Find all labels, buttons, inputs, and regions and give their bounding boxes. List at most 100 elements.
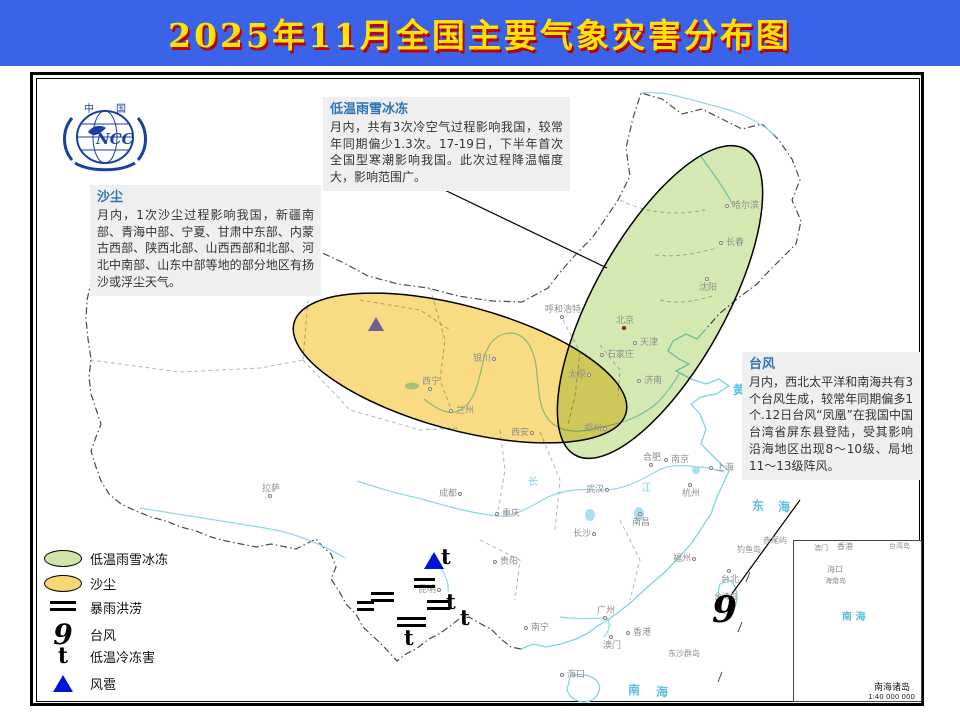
island-marks — [717, 571, 751, 683]
ellipse-yellow-icon — [44, 575, 82, 592]
info-box-cold-snow-title: 低温雨雪冰冻 — [330, 102, 409, 117]
rain-flood-bar — [357, 601, 374, 604]
sea-label-海: 海 — [656, 685, 669, 699]
map-frame-outer — [30, 72, 924, 706]
city-dot — [609, 635, 613, 639]
legend-item-台风: 9 台风 — [42, 620, 117, 648]
island-label-东沙群岛: 东沙群岛 — [668, 649, 700, 658]
legend-label: 风雹 — [90, 678, 117, 693]
leader-line-cold — [429, 182, 608, 269]
city-dot — [493, 560, 497, 564]
typhoon-symbol: 9 — [712, 589, 738, 631]
info-box-dust: 沙尘 月内，1次沙尘过程影响我国，新疆南部、青海中部、宁夏、甘肃中东部、内蒙古西… — [90, 185, 321, 296]
city-label: 郑州 — [583, 424, 602, 434]
legend-symbol-ellipse-yellow — [42, 575, 84, 592]
city-label: 济南 — [644, 376, 663, 386]
city-dot — [688, 483, 692, 487]
island-label-台湾岛: 台湾岛 — [714, 592, 738, 601]
city-label: 石家庄 — [607, 350, 635, 360]
city-label: 广州 — [596, 606, 616, 616]
hainan-outline — [566, 674, 600, 703]
info-box-typhoon-body: 月内，西北太平洋和南海共有3个台风生成，较常年同期偏多1个.12日台风“凤凰”在… — [749, 374, 913, 473]
city-label: 沈阳 — [698, 283, 718, 293]
city-dot — [560, 673, 564, 677]
city-dot — [692, 557, 696, 561]
rain-flood-symbol — [357, 601, 374, 615]
legend-symbol-double-line — [42, 600, 84, 615]
inset-scale: 1:40 000 000 — [868, 693, 915, 701]
river-label-长: 长 — [528, 477, 538, 488]
city-label: 西宁 — [421, 377, 441, 387]
city-dot — [449, 409, 453, 413]
city-dot — [268, 494, 272, 498]
legend-label: 低温雨雪冰冻 — [90, 553, 169, 568]
city-label: 贵阳 — [500, 557, 519, 567]
city-dot — [437, 588, 441, 592]
legend-symbol-triangle-blue — [42, 675, 84, 692]
city-dot — [638, 512, 642, 516]
city-label: 杭州 — [681, 489, 701, 499]
legend-label: 台风 — [90, 629, 117, 645]
city-dot — [587, 373, 591, 377]
city-dot — [458, 492, 462, 496]
inset-label-台湾岛: 台湾岛 — [889, 542, 910, 550]
city-dot — [664, 458, 668, 462]
triangle-blue-icon — [53, 675, 73, 692]
city-dot — [709, 466, 713, 470]
page-title: 2025年11月全国主要气象灾害分布图 — [168, 16, 792, 55]
legend-item-暴雨洪涝: 暴雨洪涝 — [42, 598, 142, 617]
info-box-dust-body: 月内，1次沙尘过程影响我国，新疆南部、青海中部、宁夏、甘肃中东部、内蒙古西部、陕… — [97, 207, 314, 290]
rain-flood-bar — [397, 617, 426, 620]
city-label: 兰州 — [456, 406, 475, 416]
city-dot — [727, 569, 731, 573]
city-dot — [605, 488, 609, 492]
legend-item-低温冷冻害: t 低温冷冻害 — [42, 645, 155, 667]
city-dot — [560, 315, 564, 319]
city-label: 拉萨 — [261, 484, 281, 494]
city-label: 南京 — [671, 455, 690, 465]
rain-flood-bar — [414, 585, 435, 588]
rain-flood-symbol — [397, 617, 426, 631]
rain-flood-bar — [414, 578, 435, 581]
city-label: 呼和浩特 — [544, 305, 582, 315]
city-label: 合肥 — [642, 453, 662, 463]
city-label: 银川 — [472, 354, 491, 364]
city-label: 南昌 — [631, 518, 651, 528]
legend-label: 暴雨洪涝 — [90, 602, 143, 617]
inset-label-香港: 香港 — [837, 542, 853, 551]
hail-symbol — [368, 317, 384, 331]
city-label: 香港 — [633, 628, 652, 638]
china-southwest-border — [85, 299, 522, 662]
sea-label-南: 南 — [628, 683, 641, 697]
city-label: 长沙 — [572, 529, 591, 539]
legend-symbol-typhoon: 9 — [42, 620, 84, 648]
city-label: 澳门 — [602, 641, 622, 651]
city-label: 福州 — [672, 554, 691, 564]
city-dot — [428, 387, 432, 391]
city-dot — [622, 326, 626, 330]
city-label: 重庆 — [502, 509, 521, 519]
rain-flood-bar — [371, 592, 394, 595]
rain-flood-bar — [427, 600, 450, 603]
city-dot — [719, 241, 723, 245]
frost-symbol: t — [404, 625, 414, 650]
info-box-dust-title: 沙尘 — [97, 190, 124, 205]
city-label: 长春 — [726, 238, 745, 248]
leader-line-typhoon — [730, 499, 801, 596]
city-dot — [600, 353, 604, 357]
city-label: 昆明 — [417, 585, 436, 595]
city-dot — [603, 616, 607, 620]
city-dot — [637, 379, 641, 383]
header-band: 2025年11月全国主要气象灾害分布图 — [0, 0, 960, 66]
ellipse-green-icon — [44, 550, 82, 567]
cold-snow-ellipse — [556, 144, 764, 460]
city-label: 成都 — [438, 489, 457, 499]
legend-label: 沙尘 — [90, 578, 117, 593]
city-label: 北京 — [615, 316, 635, 326]
svg-text:中: 中 — [84, 102, 94, 115]
inset-label-海口: 海口 — [827, 565, 843, 574]
island-label-钓鱼岛: 钓鱼岛 — [737, 545, 761, 554]
city-dot — [649, 463, 653, 467]
city-label: 台北 — [720, 575, 740, 585]
